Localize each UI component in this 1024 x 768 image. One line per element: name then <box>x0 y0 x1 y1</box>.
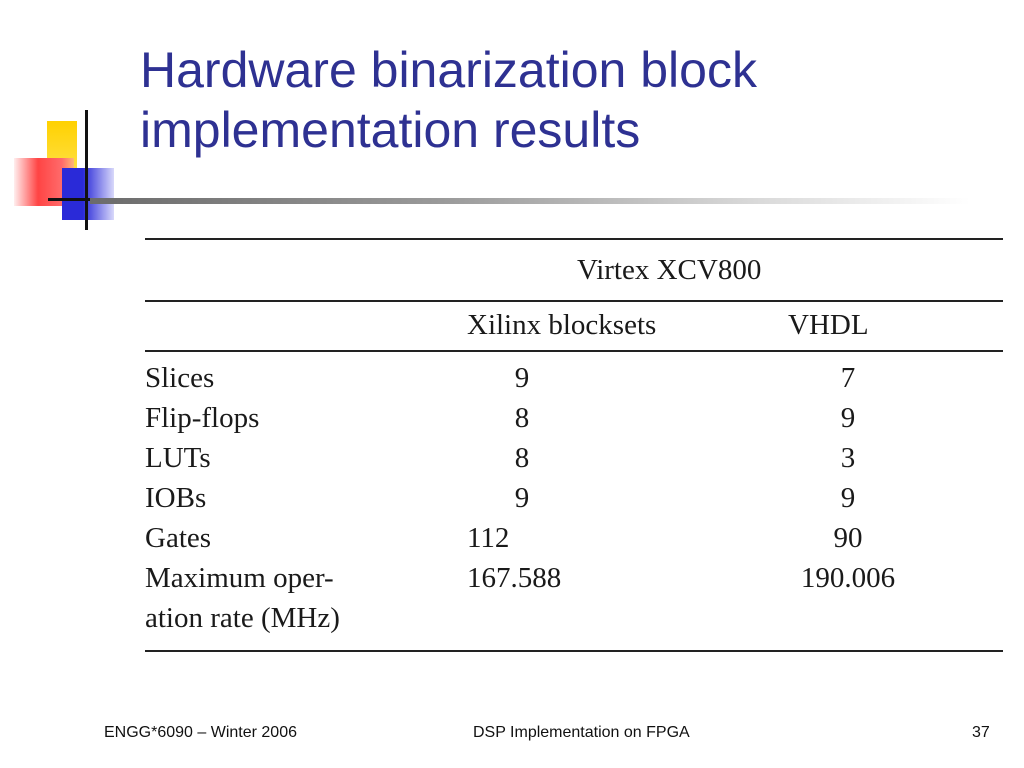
cell-xilinx: 167.588 <box>467 562 562 594</box>
cell-vhdl: 9 <box>840 482 856 514</box>
table-row: IOBs 9 9 <box>145 482 1003 522</box>
table-column-headers: Xilinx blocksets VHDL <box>145 302 1003 350</box>
column-header-vhdl: VHDL <box>788 309 869 341</box>
slide-logo-decoration <box>0 0 140 240</box>
slide-title-line-1: Hardware binarization block <box>140 42 757 98</box>
title-underline-rule <box>90 198 970 204</box>
table-bottom-rule <box>145 650 1003 652</box>
cell-xilinx: 9 <box>514 482 530 514</box>
group-header-label: Virtex XCV800 <box>577 254 762 286</box>
slide-title-line-2: implementation results <box>140 102 641 158</box>
logo-vertical-line <box>85 110 88 230</box>
cell-vhdl: 3 <box>840 442 856 474</box>
table-row: LUTs 8 3 <box>145 442 1003 482</box>
footer-page-number: 37 <box>972 724 990 741</box>
table-header-rule <box>145 300 1003 302</box>
row-label: Flip-flops <box>145 402 260 434</box>
footer-topic: DSP Implementation on FPGA <box>473 724 690 741</box>
cell-vhdl: 90 <box>833 522 863 554</box>
table-row: Gates 112 90 <box>145 522 1003 562</box>
results-table: Virtex XCV800 Xilinx blocksets VHDL Slic… <box>145 238 1003 652</box>
cell-xilinx: 9 <box>514 362 530 394</box>
table-body-rule <box>145 350 1003 352</box>
logo-horizontal-line <box>48 198 128 201</box>
cell-xilinx: 8 <box>514 442 530 474</box>
cell-vhdl: 7 <box>840 362 856 394</box>
blue-square-decoration <box>62 168 114 220</box>
cell-vhdl: 9 <box>840 402 856 434</box>
row-label-continued: ation rate (MHz) <box>145 602 340 634</box>
table-top-rule <box>145 238 1003 240</box>
slide-title: Hardware binarization block implementati… <box>140 40 1000 160</box>
footer-course: ENGG*6090 – Winter 2006 <box>104 724 297 741</box>
cell-vhdl: 190.006 <box>800 562 896 594</box>
table-row: Flip-flops 8 9 <box>145 402 1003 442</box>
row-label: IOBs <box>145 482 207 514</box>
column-header-xilinx: Xilinx blocksets <box>467 309 657 341</box>
table-group-header: Virtex XCV800 <box>145 240 1003 300</box>
row-label: Maximum oper- <box>145 562 334 594</box>
table-row: Slices 9 7 <box>145 362 1003 402</box>
cell-xilinx: 112 <box>467 522 510 554</box>
row-label: LUTs <box>145 442 211 474</box>
table-row: Maximum oper- ation rate (MHz) 167.588 1… <box>145 562 1003 642</box>
row-label: Gates <box>145 522 212 554</box>
table-body: Slices 9 7 Flip-flops 8 9 LUTs 8 3 IOBs … <box>145 352 1003 650</box>
row-label: Slices <box>145 362 215 394</box>
cell-xilinx: 8 <box>514 402 530 434</box>
